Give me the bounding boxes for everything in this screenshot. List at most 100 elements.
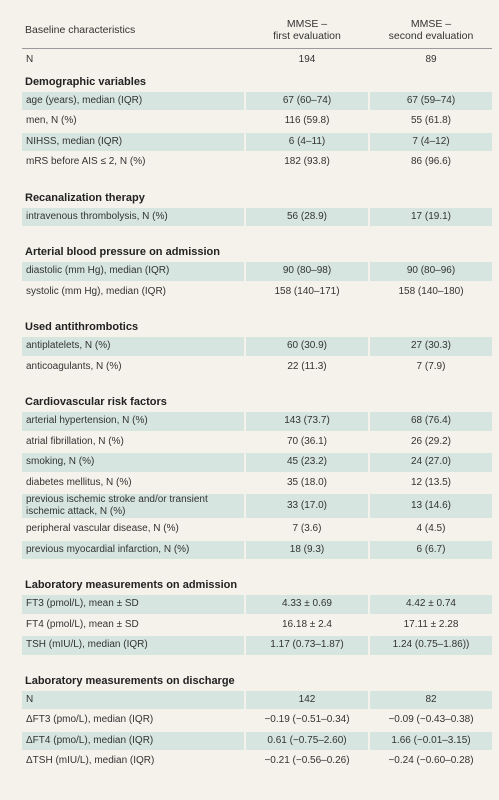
cell: 7 (3.6): [292, 523, 322, 535]
table-row: N 142 82: [22, 690, 492, 709]
header-row: Baseline characteristics MMSE – first eva…: [22, 12, 492, 49]
header-line: MMSE –: [410, 18, 452, 30]
row-label: age (years), median (IQR): [22, 91, 244, 110]
cell: 7 (4–12): [370, 132, 492, 151]
table-row: atrial fibrillation, N (%) 70 (36.1) 26 (2…: [22, 433, 492, 452]
cell: 35 (18.0): [286, 476, 328, 488]
cell: −0.19 (−0.51–0.34): [264, 714, 350, 726]
cell: 4 (4.5): [416, 523, 446, 535]
row-label: men, N (%): [26, 115, 77, 127]
row-label: diabetes mellitus, N (%): [26, 476, 132, 488]
row-label: FT4 (pmol/L), mean ± SD: [26, 618, 139, 630]
section-title: Cardiovascular risk factors: [25, 396, 167, 408]
cell: 4.42 ± 0.74: [370, 595, 492, 614]
header-line: MMSE –: [286, 18, 328, 30]
cell: 17 (19.1): [370, 207, 492, 226]
cell: 4.33 ± 0.69: [246, 595, 368, 614]
cell: −0.24 (−0.60–0.28): [388, 755, 474, 767]
table-row: arterial hypertension, N (%) 143 (73.7) 68…: [22, 412, 492, 431]
row-label: mRS before AIS ≤ 2, N (%): [26, 156, 146, 168]
row-label: arterial hypertension, N (%): [22, 412, 244, 431]
cell: 17.11 ± 2.28: [403, 618, 459, 630]
section-title: Arterial blood pressure on admission: [25, 246, 220, 258]
cell: −0.09 (−0.43–0.38): [388, 714, 474, 726]
cell: 67 (60–74): [246, 91, 368, 110]
table-row: diastolic (mm Hg), median (IQR) 90 (80–98…: [22, 262, 492, 281]
table-row: previous myocardial infarction, N (%) 18 …: [22, 540, 492, 559]
section-title: Recanalization therapy: [25, 191, 145, 204]
table-row: FT4 (pmol/L), mean ± SD 16.18 ± 2.4 17.11 …: [22, 616, 492, 635]
section-title: Used antithrombotics: [25, 321, 139, 333]
row-label: TSH (mIU/L), median (IQR): [22, 636, 244, 655]
table-row: intravenous thrombolysis, N (%) 56 (28.9)…: [22, 207, 492, 226]
header-label: Baseline characteristics: [25, 24, 136, 36]
cell: 6 (6.7): [370, 540, 492, 559]
cell: 1.24 (0.75–1.86)): [370, 636, 492, 655]
table-row: anticoagulants, N (%) 22 (11.3) 7 (7.9): [22, 358, 492, 377]
cell: 24 (27.0): [370, 453, 492, 472]
header-line: second evaluation: [388, 30, 474, 42]
cell: 16.18 ± 2.4: [282, 618, 332, 630]
cell: 56 (28.9): [246, 207, 368, 226]
cell: 90 (80–98): [246, 262, 368, 281]
table-row: previous ischemic stroke and/or transien…: [22, 494, 492, 518]
row-label: peripheral vascular disease, N (%): [26, 523, 179, 535]
table-row: mRS before AIS ≤ 2, N (%) 182 (93.8) 86 (9…: [22, 153, 492, 172]
row-label: N: [22, 690, 244, 709]
row-label: previous myocardial infarction, N (%): [22, 540, 244, 559]
cell: 70 (36.1): [286, 435, 328, 447]
row-label: ΔTSH (mIU/L), median (IQR): [26, 755, 155, 767]
table: Baseline characteristics MMSE – first eva…: [22, 12, 492, 773]
cell: 143 (73.7): [246, 412, 368, 431]
table-row: N 194 89: [22, 51, 492, 70]
table-row: diabetes mellitus, N (%) 35 (18.0) 12 (13.…: [22, 474, 492, 493]
cell: 26 (29.2): [410, 435, 452, 447]
table-row: peripheral vascular disease, N (%) 7 (3.6…: [22, 520, 492, 539]
cell: 158 (140–180): [398, 285, 464, 297]
table-row: systolic (mm Hg), median (IQR) 158 (140–1…: [22, 283, 492, 302]
cell: 182 (93.8): [284, 156, 330, 168]
row-label: NIHSS, median (IQR): [22, 132, 244, 151]
row-label: smoking, N (%): [22, 453, 244, 472]
header-line: first evaluation: [273, 30, 341, 42]
cell: 33 (17.0): [246, 494, 368, 518]
row-label: previous ischemic stroke and/or transien…: [22, 494, 244, 518]
cell: 13 (14.6): [370, 494, 492, 518]
cell: 116 (59.8): [284, 115, 330, 127]
cell: 12 (13.5): [410, 476, 452, 488]
row-label: diastolic (mm Hg), median (IQR): [22, 262, 244, 281]
cell: 82: [370, 690, 492, 709]
row-label: intravenous thrombolysis, N (%): [22, 207, 244, 226]
cell: 18 (9.3): [246, 540, 368, 559]
table-row: ΔTSH (mIU/L), median (IQR) −0.21 (−0.56–0…: [22, 752, 492, 771]
cell: 27 (30.3): [370, 337, 492, 356]
row-label: FT3 (pmol/L), mean ± SD: [22, 595, 244, 614]
cell: 68 (76.4): [370, 412, 492, 431]
cell: 158 (140–171): [274, 285, 340, 297]
row-label: systolic (mm Hg), median (IQR): [26, 285, 167, 297]
table-row: NIHSS, median (IQR) 6 (4–11) 7 (4–12): [22, 132, 492, 151]
row-label: N: [26, 54, 34, 66]
cell: 1.66 (−0.01–3.15): [370, 731, 492, 750]
row-label: ΔFT4 (pmo/L), median (IQR): [22, 731, 244, 750]
cell: 194: [298, 54, 316, 66]
cell: 67 (59–74): [370, 91, 492, 110]
row-label: anticoagulants, N (%): [26, 360, 122, 372]
cell: 45 (23.2): [246, 453, 368, 472]
section-title: Demographic variables: [25, 75, 147, 88]
cell: 86 (96.6): [410, 156, 452, 168]
table-row: ΔFT4 (pmo/L), median (IQR) 0.61 (−0.75–2.…: [22, 731, 492, 750]
cell: 6 (4–11): [246, 132, 368, 151]
table-row: FT3 (pmol/L), mean ± SD 4.33 ± 0.69 4.42 ±…: [22, 595, 492, 614]
row-label: antiplatelets, N (%): [22, 337, 244, 356]
table-row: antiplatelets, N (%) 60 (30.9) 27 (30.3): [22, 337, 492, 356]
row-label: atrial fibrillation, N (%): [26, 435, 124, 447]
header-column: MMSE – first evaluation: [246, 12, 368, 48]
table-row: age (years), median (IQR) 67 (60–74) 67 (5…: [22, 91, 492, 110]
cell: 0.61 (−0.75–2.60): [246, 731, 368, 750]
section-title: Laboratory measurements on discharge: [25, 674, 235, 687]
table-row: TSH (mIU/L), median (IQR) 1.17 (0.73–1.87…: [22, 636, 492, 655]
table-row: ΔFT3 (pmo/L), median (IQR) −0.19 (−0.51–0…: [22, 711, 492, 730]
cell: 55 (61.8): [410, 115, 452, 127]
